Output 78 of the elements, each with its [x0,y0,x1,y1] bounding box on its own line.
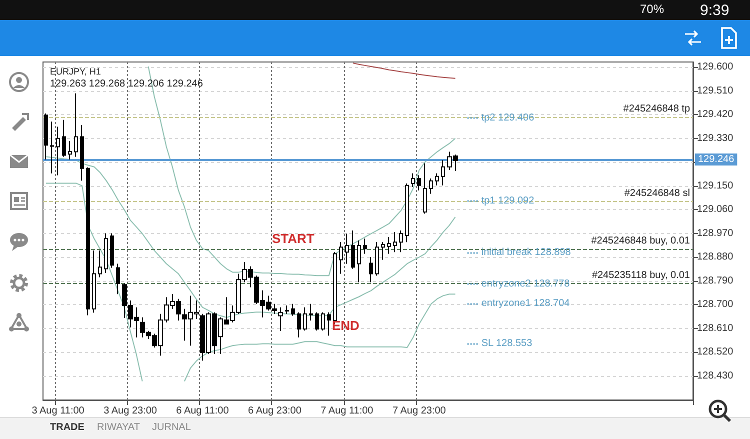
ref-line-label: #245246848 sl [624,188,690,200]
text: EURJPY, H1 [50,66,101,76]
candlestick [44,112,48,160]
y-tick-label: 129.420 [697,109,734,120]
candlestick [369,256,373,283]
text: JURNAL [152,422,191,433]
line-series [352,62,456,79]
annotation: START [272,231,314,246]
candlestick [357,240,361,283]
candlestick [345,233,349,264]
candlestick [50,121,54,174]
annotation: END [332,318,360,333]
candlestick [278,306,283,332]
text: 9:39 [700,2,730,19]
y-tick-label: 128.790 [697,275,734,286]
y-tick-label: 128.880 [697,252,734,263]
y-tick-label: 129.150 [697,180,734,192]
candlestick [92,250,96,314]
candlestick [417,174,421,191]
candlestick [399,230,403,253]
candlestick [381,242,385,260]
y-tick-label: 128.520 [697,346,734,358]
candlestick [104,232,108,274]
candlestick [387,236,391,254]
text: 129.263 129.268 129.206 129.246 [50,78,204,90]
x-tick-label: 3 Aug 23:00 [104,406,158,416]
candlestick [110,232,114,268]
y-tick-label: 128.430 [697,370,734,382]
y-tick-label: 128.700 [697,299,734,310]
ref-line-label: 129.246 [698,154,735,165]
candlestick [98,250,102,278]
text: 70% [640,2,664,16]
candlestick [423,162,427,214]
text: TRADE [50,422,84,433]
y-tick-label: 129.600 [697,62,734,73]
x-tick-label: 7 Aug 23:00 [392,406,446,416]
candlestick [291,303,295,316]
y-tick-label: 128.610 [697,322,734,334]
candlestick [68,140,72,160]
candlestick [62,119,66,158]
candlestick [321,312,325,332]
text: RIWAYAT [97,422,140,433]
candlestick [363,238,367,254]
line-series [46,156,456,318]
x-tick-label: 3 Aug 11:00 [32,406,85,416]
ref-line-label: #245246848 buy, 0.01 [591,236,690,247]
x-tick-label: 7 Aug 11:00 [320,406,374,416]
y-tick-label: 129.330 [697,132,734,144]
candlestick [339,242,343,274]
candlestick [116,263,120,295]
candlestick [327,312,331,336]
candlestick [393,232,397,253]
candlestick [429,178,433,194]
candlestick [297,312,301,338]
y-tick-label: 128.970 [697,228,734,239]
candlestick [80,124,84,182]
ref-line-label: initial break 128.898 [481,246,572,258]
x-tick-label: 6 Aug 11:00 [176,406,230,416]
ref-line-label: SL 128.553 [481,338,533,349]
candlestick [315,312,319,332]
candlestick [285,304,289,314]
ref-line-label: #245246848 tp [623,104,690,115]
candlestick [303,306,307,332]
candlestick [405,182,409,243]
candlestick [351,230,355,270]
candlestick [411,172,415,188]
candlestick [309,303,313,322]
ref-line-label: entryzone1 128.704 [481,298,570,310]
y-tick-label: 129.510 [697,85,734,96]
candlestick [441,160,445,186]
candlestick [74,92,78,158]
y-tick-label: 129.060 [697,204,734,216]
x-tick-label: 6 Aug 23:00 [248,406,302,416]
candlestick [435,172,439,186]
candlestick [375,242,379,276]
candlestick [56,126,60,176]
ref-line-label: #245235118 buy, 0.01 [592,270,690,282]
candlestick [86,166,90,316]
